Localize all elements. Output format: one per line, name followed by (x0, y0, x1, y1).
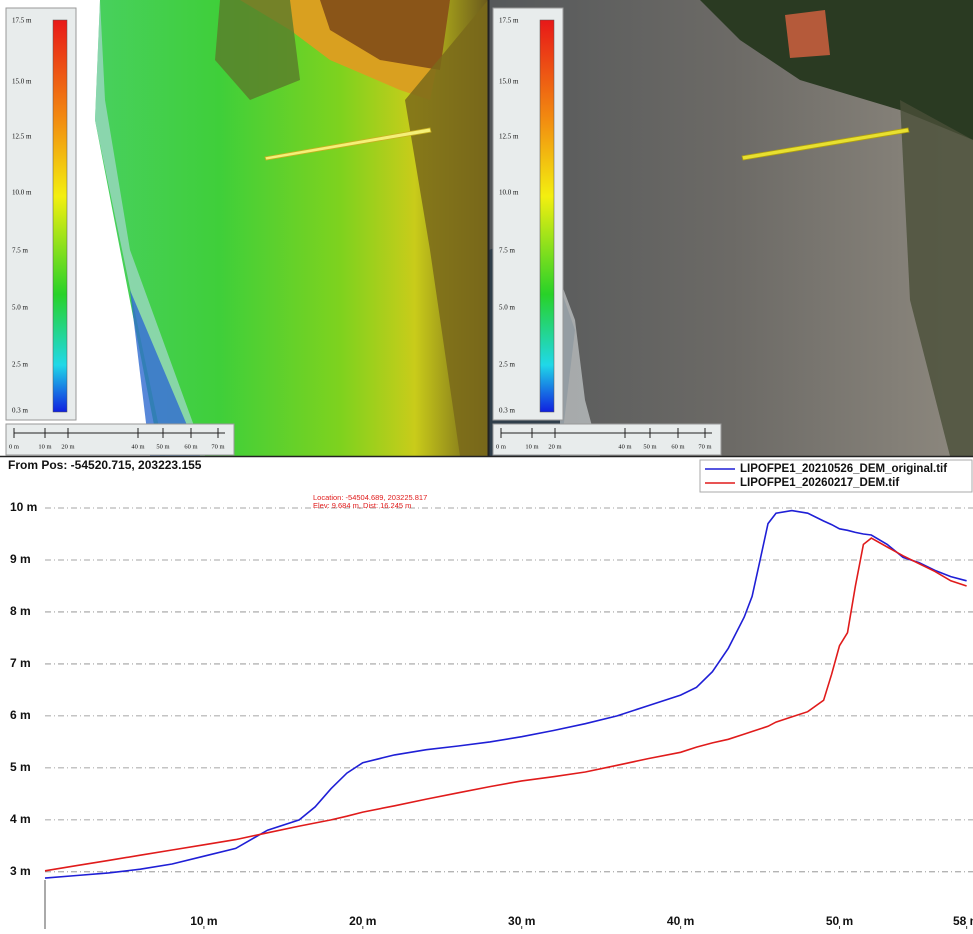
profile-chart: From Pos: -54520.715, 203223.155 3 m 4 m 5 … (8, 458, 973, 929)
scale-label: 10 m (525, 443, 538, 450)
legend-label: LIPOFPE1_20210526_DEM_original.tif (740, 463, 947, 475)
scale-label: 60 m (184, 443, 197, 450)
colorbar-label: 10.0 m (12, 189, 32, 197)
y-tick-label: 4 m (10, 812, 31, 826)
x-tick-label: 40 m (667, 914, 694, 928)
colorbar-label: 15.0 m (499, 78, 519, 86)
y-tick-label: 7 m (10, 656, 31, 670)
x-tick-label: 50 m (826, 914, 853, 928)
x-tick-label: 10 m (190, 914, 217, 928)
colorbar-label: 5.0 m (12, 304, 29, 312)
scale-label: 40 m (618, 443, 631, 450)
colorbar (540, 20, 554, 412)
colorbar-label: 17.5 m (499, 17, 519, 25)
profile-line (45, 511, 967, 878)
y-tick-label: 10 m (10, 500, 37, 514)
colorbar-label: 2.5 m (499, 361, 516, 369)
scale-label: 10 m (38, 443, 51, 450)
colorbar-label: 15.0 m (12, 78, 32, 86)
scale-label: 0 m (496, 443, 506, 450)
annotation: Elev: 9.684 m, Dist: 16.245 m (313, 501, 411, 510)
colorbar-label: 12.5 m (12, 133, 32, 141)
x-tick-label: 58 m (953, 914, 973, 928)
colorbar-label: 7.5 m (12, 247, 29, 255)
colorbar-label: 12.5 m (499, 133, 519, 141)
scale-label: 50 m (156, 443, 169, 450)
scale-label: 70 m (698, 443, 711, 450)
scale-label: 20 m (548, 443, 561, 450)
colorbar (53, 20, 67, 412)
colorbar-label: 2.5 m (12, 361, 29, 369)
colorbar-label: 17.5 m (12, 17, 32, 25)
y-tick-label: 6 m (10, 708, 31, 722)
x-tick-label: 20 m (349, 914, 376, 928)
scale-label: 20 m (61, 443, 74, 450)
x-tick-label: 30 m (508, 914, 535, 928)
colorbar-label: 0.3 m (499, 407, 516, 415)
y-tick-label: 5 m (10, 760, 31, 774)
screen: 17.5 m 15.0 m 12.5 m 10.0 m 7.5 m 5.0 m 2.5 m 0… (0, 0, 973, 929)
colorbar-label: 5.0 m (499, 304, 516, 312)
chart-title: From Pos: -54520.715, 203223.155 (8, 458, 202, 472)
scale-label: 0 m (9, 443, 19, 450)
y-tick-label: 9 m (10, 552, 31, 566)
scale-label: 70 m (211, 443, 224, 450)
scale-label: 60 m (671, 443, 684, 450)
legend-label: LIPOFPE1_20260217_DEM.tif (740, 477, 899, 489)
scale-label: 40 m (131, 443, 144, 450)
colorbar-label: 0.3 m (12, 407, 29, 415)
y-tick-label: 3 m (10, 864, 31, 878)
scale-label: 50 m (643, 443, 656, 450)
y-tick-label: 8 m (10, 604, 31, 618)
colorbar-label: 10.0 m (499, 189, 519, 197)
profile-line (45, 538, 967, 871)
colorbar-label: 7.5 m (499, 247, 516, 255)
